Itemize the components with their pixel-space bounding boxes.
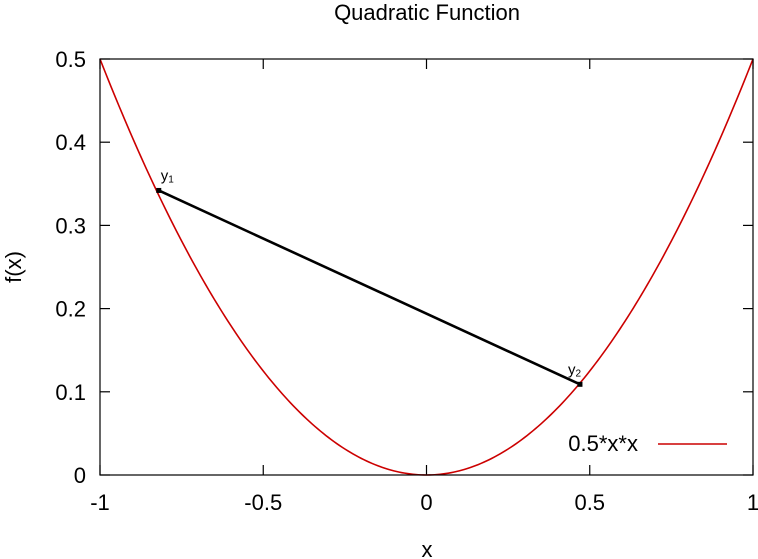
y-tick-label: 0.5	[55, 47, 86, 72]
series-curve	[99, 58, 754, 476]
y-tick-label: 0.2	[55, 297, 86, 322]
plot-frame	[99, 58, 754, 476]
x-tick-label: 1	[747, 490, 758, 515]
y-tick-label: 0.3	[55, 213, 86, 238]
x-axis-label: x	[422, 537, 433, 559]
chord-endpoint-marker	[577, 381, 583, 387]
y-axis-ticks: 0 0.1 0.2 0.3 0.4 0.5	[55, 47, 753, 488]
x-tick-label: 0	[420, 490, 432, 515]
x-tick-label: -1	[90, 490, 110, 515]
y-tick-label: 0.4	[55, 130, 86, 155]
chord-endpoints: y1 y2	[156, 167, 583, 387]
x-tick-label: 0.5	[574, 490, 605, 515]
y-axis-label: f(x)	[1, 251, 26, 283]
y-tick-label: 0	[74, 463, 86, 488]
legend: 0.5*x*x	[568, 431, 727, 456]
chord-segment	[158, 189, 581, 386]
chord-endpoint-label: y1	[161, 167, 175, 185]
x-axis-ticks: -1 -0.5 0 0.5 1	[90, 59, 758, 515]
x-tick-label: -0.5	[244, 490, 282, 515]
chord-endpoint-label: y2	[568, 361, 582, 379]
legend-label-series: 0.5*x*x	[568, 431, 638, 456]
y-tick-label: 0.1	[55, 380, 86, 405]
chord-endpoint-marker	[156, 187, 162, 193]
chart-title: Quadratic Function	[334, 0, 520, 25]
